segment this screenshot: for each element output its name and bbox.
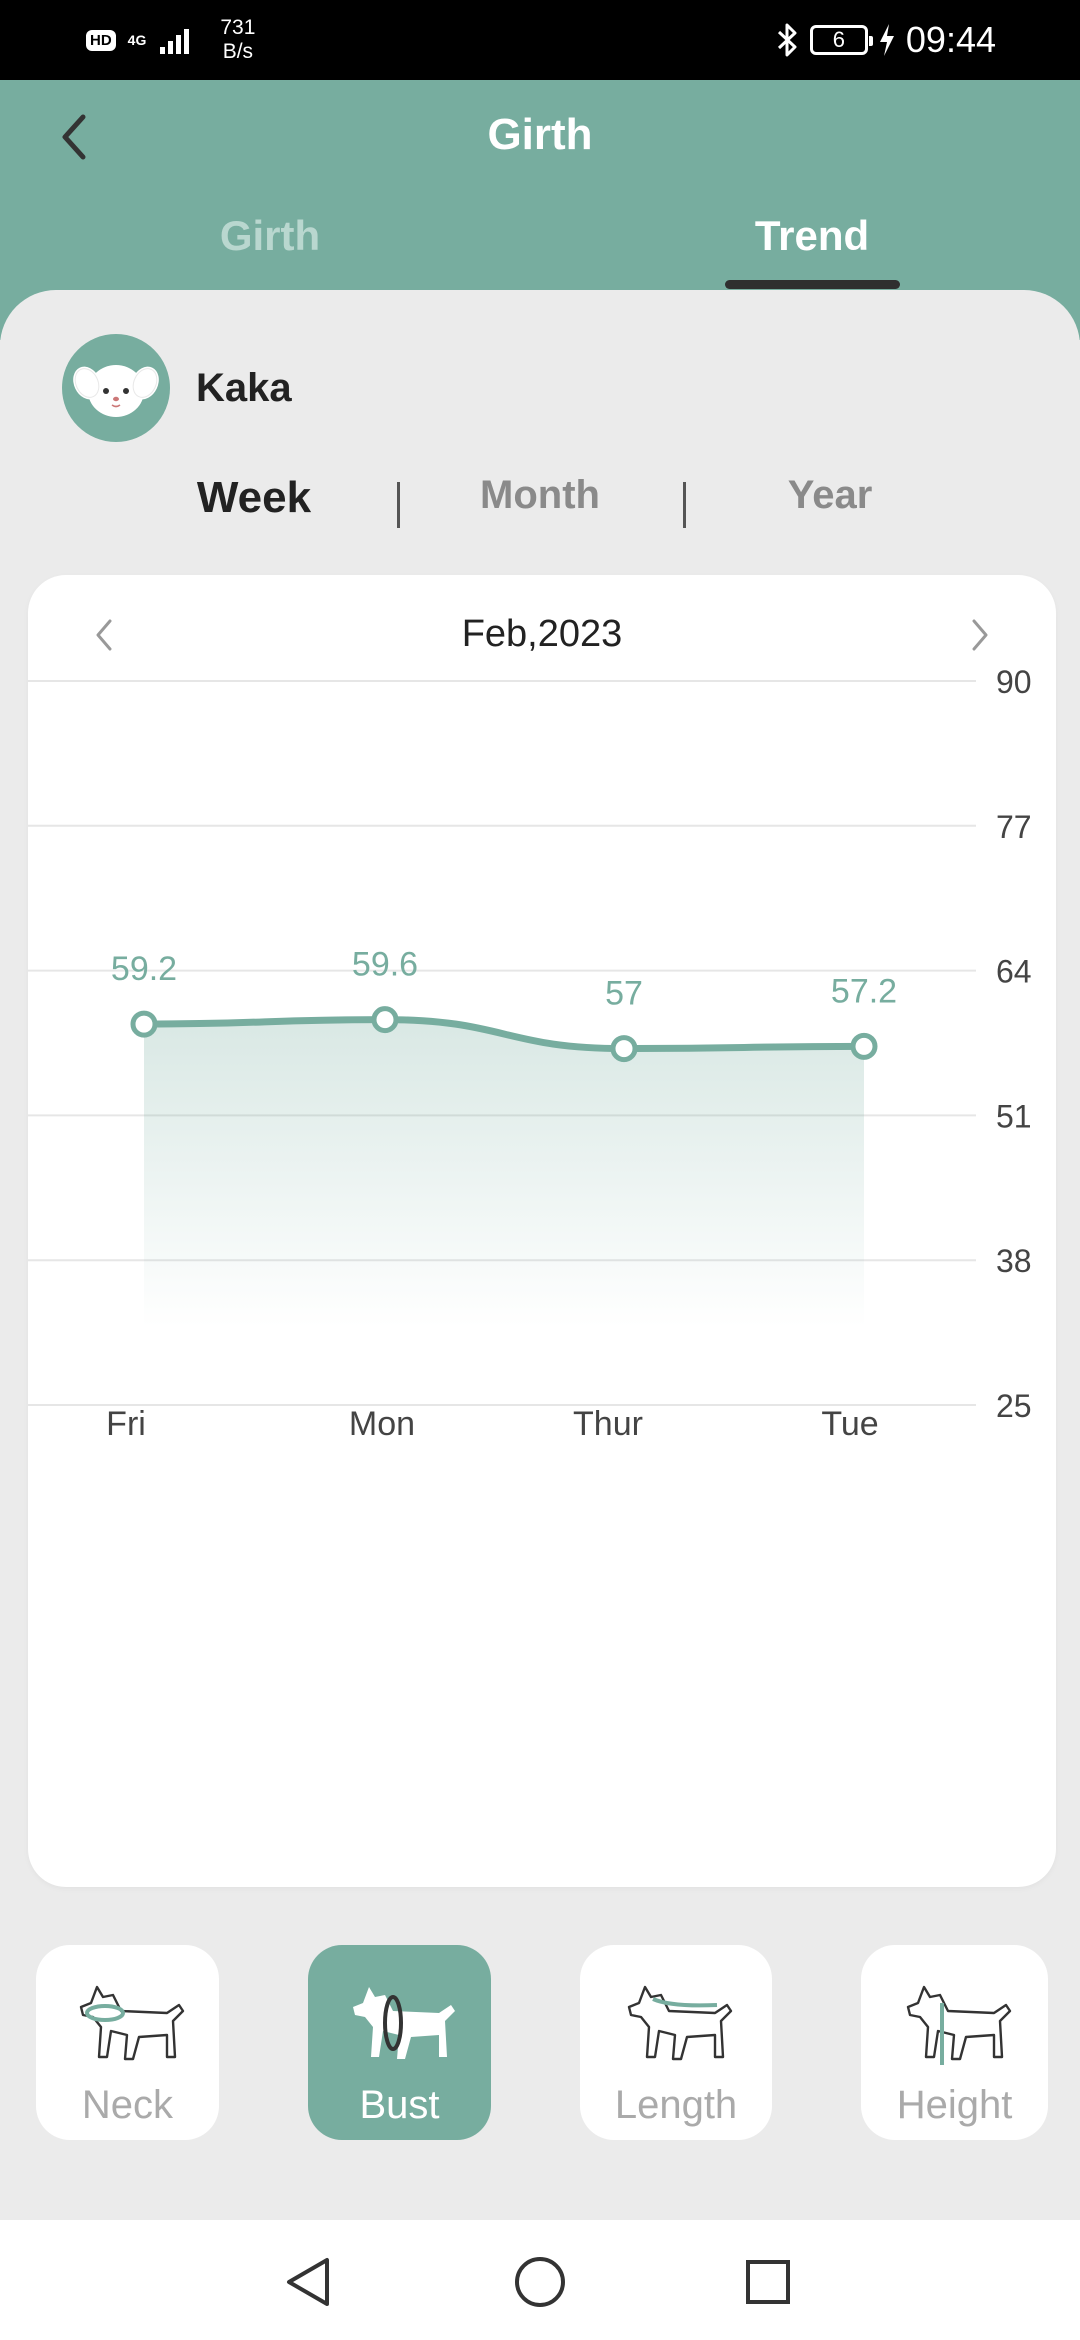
period-year[interactable]: Year xyxy=(787,473,873,517)
data-label: 59.6 xyxy=(352,946,418,984)
y-tick-label: 90 xyxy=(996,664,1032,700)
dog-face-icon xyxy=(73,365,159,417)
signal-icon xyxy=(160,29,190,54)
measure-label: Height xyxy=(896,2083,1013,2127)
data-label: 57.2 xyxy=(831,972,897,1010)
tab-girth[interactable]: Girth xyxy=(219,212,321,259)
dog-neck-icon xyxy=(79,1985,184,2061)
x-tick-label: Mon xyxy=(349,1405,415,1443)
bluetooth-icon xyxy=(777,23,797,57)
data-label: 57 xyxy=(605,975,643,1013)
y-tick-label: 51 xyxy=(996,1098,1032,1134)
main-sheet: Kaka Week Month Year 25 38 51 64 77 90 59.2 59.… xyxy=(0,290,1080,2220)
dog-bust-icon xyxy=(352,1987,455,2059)
period-divider xyxy=(683,482,686,528)
chart-date: Feb,2023 xyxy=(461,613,623,655)
battery-level: 6 xyxy=(832,27,846,52)
chevron-left-icon xyxy=(96,619,112,651)
data-label: 59.2 xyxy=(111,950,177,988)
y-tick-label: 25 xyxy=(996,1388,1032,1424)
series-area xyxy=(144,1019,864,1328)
avatar xyxy=(62,334,170,442)
back-arrow-icon xyxy=(62,114,86,160)
status-bar: HD 4G 731 B/s 6 09:44 xyxy=(0,0,1080,80)
tab-trend[interactable]: Trend xyxy=(754,212,870,259)
measure-neck-button[interactable]: Neck xyxy=(36,1945,219,2140)
clock: 09:44 xyxy=(905,19,996,60)
series-line xyxy=(140,1016,868,1053)
square-recents-icon xyxy=(746,2260,790,2304)
status-left: HD 4G 731 B/s xyxy=(86,16,255,64)
x-tick-label: Fri xyxy=(106,1405,146,1443)
next-period-button[interactable] xyxy=(950,605,1010,665)
x-tick-label: Thur xyxy=(573,1405,643,1443)
nav-home-button[interactable] xyxy=(510,2252,570,2312)
measure-height-button[interactable]: Height xyxy=(861,1945,1048,2140)
charging-icon xyxy=(879,24,894,56)
measure-label: Length xyxy=(614,2083,738,2127)
nav-back-button[interactable] xyxy=(278,2252,338,2312)
nav-recents-button[interactable] xyxy=(738,2252,798,2312)
triangle-back-icon xyxy=(287,2258,329,2306)
data-point[interactable] xyxy=(130,1010,158,1038)
data-point[interactable] xyxy=(610,1035,638,1063)
hd-badge: HD xyxy=(86,29,116,51)
battery-icon: 6 xyxy=(809,25,873,55)
data-point[interactable] xyxy=(850,1032,878,1060)
pet-profile[interactable]: Kaka xyxy=(62,334,292,442)
circle-home-icon xyxy=(515,2257,565,2307)
pet-name: Kaka xyxy=(196,365,292,410)
data-point[interactable] xyxy=(371,1006,399,1034)
network-speed: 731 B/s xyxy=(220,16,255,64)
back-button[interactable] xyxy=(44,102,104,172)
y-tick-label: 77 xyxy=(996,809,1032,845)
network-type: 4G xyxy=(127,32,147,48)
speed-unit: B/s xyxy=(222,40,254,63)
dog-length-icon xyxy=(627,1985,733,2061)
period-month[interactable]: Month xyxy=(480,473,600,517)
trend-chart: 25 38 51 64 77 90 59.2 59.6 57 57.2 Fri Mon Thur Tue xyxy=(28,664,1032,1443)
y-tick-label: 38 xyxy=(996,1243,1032,1279)
period-week[interactable]: Week xyxy=(196,473,312,522)
active-tab-indicator xyxy=(725,280,900,289)
x-tick-label: Tue xyxy=(821,1405,878,1443)
period-divider xyxy=(397,482,400,528)
measure-label: Neck xyxy=(81,2083,174,2127)
system-nav-bar xyxy=(0,2220,1080,2340)
chevron-right-icon xyxy=(972,619,988,651)
measure-length-button[interactable]: Length xyxy=(580,1945,772,2140)
trend-chart-card: 25 38 51 64 77 90 59.2 59.6 57 57.2 Fri Mon Thur Tue … xyxy=(28,575,1056,1887)
status-right: 6 09:44 xyxy=(776,16,996,64)
y-tick-label: 64 xyxy=(996,954,1032,990)
page-title: Girth xyxy=(487,110,593,159)
measure-label: Bust xyxy=(359,2083,440,2127)
speed-value: 731 xyxy=(220,16,256,39)
dog-height-icon xyxy=(906,1985,1011,2065)
previous-period-button[interactable] xyxy=(74,605,134,665)
measure-bust-button[interactable]: Bust xyxy=(308,1945,491,2140)
